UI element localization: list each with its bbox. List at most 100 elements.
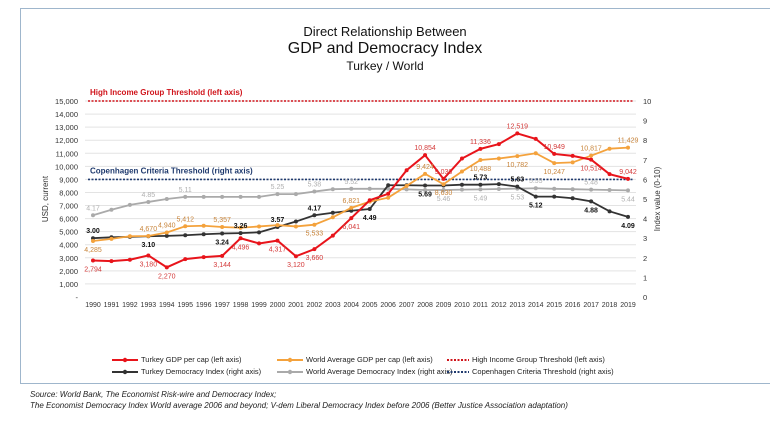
data-label: 11,336 bbox=[470, 139, 491, 146]
series-line-1 bbox=[92, 146, 629, 242]
data-label: 6,041 bbox=[343, 224, 361, 231]
x-tick-label: 2014 bbox=[528, 302, 544, 309]
data-point bbox=[109, 236, 114, 241]
data-point bbox=[257, 241, 262, 246]
data-point bbox=[238, 236, 243, 241]
data-point bbox=[201, 194, 206, 199]
data-label: 3,660 bbox=[306, 255, 324, 262]
data-point bbox=[257, 194, 262, 199]
data-point bbox=[459, 169, 464, 174]
legend-world-gdp: World Average GDP per cap (left axis) bbox=[277, 355, 433, 364]
data-point bbox=[183, 257, 188, 262]
data-label: 5.44 bbox=[621, 196, 635, 203]
data-point bbox=[589, 199, 594, 204]
data-label: 4,285 bbox=[84, 247, 102, 254]
data-point bbox=[423, 183, 428, 188]
x-tick-label: 2016 bbox=[565, 302, 581, 309]
x-tick-label: 2011 bbox=[473, 302, 488, 309]
left-tick-label: 7,000 bbox=[59, 202, 78, 211]
data-label: 2,794 bbox=[84, 266, 102, 273]
data-label: 4.17 bbox=[308, 205, 322, 212]
data-label: 4.17 bbox=[86, 205, 100, 212]
data-point bbox=[515, 184, 520, 189]
threshold-label-1: Copenhagen Criteria Threshold (right axi… bbox=[90, 166, 253, 175]
data-label: 10,782 bbox=[507, 162, 529, 169]
data-point bbox=[109, 207, 114, 212]
data-label: 9,042 bbox=[619, 169, 637, 176]
right-tick-label: 7 bbox=[643, 156, 647, 165]
data-point bbox=[91, 258, 95, 263]
right-tick-label: 3 bbox=[643, 234, 647, 243]
data-point bbox=[146, 199, 151, 204]
data-point bbox=[312, 247, 317, 252]
data-label: 3,144 bbox=[213, 262, 231, 269]
data-label: 3,120 bbox=[287, 262, 305, 269]
data-label: 3.24 bbox=[215, 239, 229, 246]
data-point bbox=[441, 182, 446, 187]
data-label: 5.52 bbox=[344, 179, 358, 186]
data-label: 10,514 bbox=[580, 166, 602, 173]
data-point bbox=[533, 186, 538, 191]
data-point bbox=[201, 232, 206, 237]
data-point bbox=[183, 194, 188, 199]
left-tick-label: 12,000 bbox=[55, 136, 78, 145]
data-point bbox=[607, 172, 612, 177]
data-point bbox=[552, 151, 557, 156]
x-tick-label: 1990 bbox=[85, 302, 101, 309]
data-point bbox=[570, 160, 575, 165]
legend-world-democracy: World Average Democracy Index (right axi… bbox=[277, 367, 452, 376]
data-point bbox=[459, 182, 464, 187]
data-point bbox=[496, 187, 501, 192]
data-point bbox=[220, 253, 225, 258]
x-tick-label: 2018 bbox=[602, 302, 618, 309]
x-tick-label: 2007 bbox=[399, 302, 415, 309]
x-tick-label: 2019 bbox=[620, 302, 636, 309]
chart-frame bbox=[20, 8, 770, 384]
left-tick-label: 13,000 bbox=[55, 123, 78, 132]
data-label: 8,630 bbox=[435, 190, 453, 197]
data-point bbox=[201, 255, 206, 260]
data-label: 10,949 bbox=[543, 144, 565, 151]
data-point bbox=[330, 233, 335, 238]
data-label: 4,670 bbox=[140, 226, 158, 233]
threshold-label-0: High Income Group Threshold (left axis) bbox=[90, 88, 243, 97]
left-tick-label: 14,000 bbox=[55, 110, 78, 119]
x-tick-label: 2005 bbox=[362, 302, 378, 309]
data-label: 6,821 bbox=[343, 198, 361, 205]
data-point bbox=[293, 192, 298, 197]
data-point bbox=[164, 233, 169, 238]
y-axis-right-label: Index value (0-10) bbox=[653, 166, 662, 231]
chart-title: Direct Relationship Between bbox=[303, 24, 467, 39]
data-label: 5.12 bbox=[529, 203, 543, 210]
data-label: 5.55 bbox=[529, 178, 543, 185]
left-tick-label: 4,000 bbox=[59, 241, 78, 250]
x-tick-label: 2003 bbox=[325, 302, 341, 309]
data-point bbox=[589, 157, 594, 162]
left-tick-label: 1,000 bbox=[59, 280, 78, 289]
data-point bbox=[386, 195, 391, 200]
data-point bbox=[478, 182, 483, 187]
x-tick-label: 1992 bbox=[122, 302, 138, 309]
data-label: 4.09 bbox=[621, 223, 635, 230]
right-tick-label: 1 bbox=[643, 273, 647, 282]
data-point bbox=[607, 146, 612, 151]
legend-label: World Average Democracy Index (right axi… bbox=[306, 367, 453, 376]
x-tick-label: 2009 bbox=[436, 302, 452, 309]
chart-subtitle-2: Turkey / World bbox=[346, 59, 424, 73]
data-point bbox=[552, 194, 557, 199]
data-point bbox=[533, 151, 538, 156]
x-tick-label: 1994 bbox=[159, 302, 175, 309]
data-label: 5.53 bbox=[510, 195, 524, 202]
x-tick-label: 2006 bbox=[380, 302, 396, 309]
left-tick-label: - bbox=[76, 293, 79, 302]
data-point bbox=[127, 202, 132, 207]
data-label: 5.73 bbox=[474, 175, 488, 182]
x-tick-label: 2010 bbox=[454, 302, 470, 309]
left-tick-label: 15,000 bbox=[55, 97, 78, 106]
left-tick-label: 11,000 bbox=[56, 149, 78, 158]
data-label: 5.38 bbox=[308, 182, 322, 189]
right-tick-label: 2 bbox=[643, 254, 647, 263]
data-point bbox=[312, 189, 317, 194]
chart-subtitle: GDP and Democracy Index bbox=[287, 40, 483, 57]
data-point bbox=[238, 225, 243, 230]
